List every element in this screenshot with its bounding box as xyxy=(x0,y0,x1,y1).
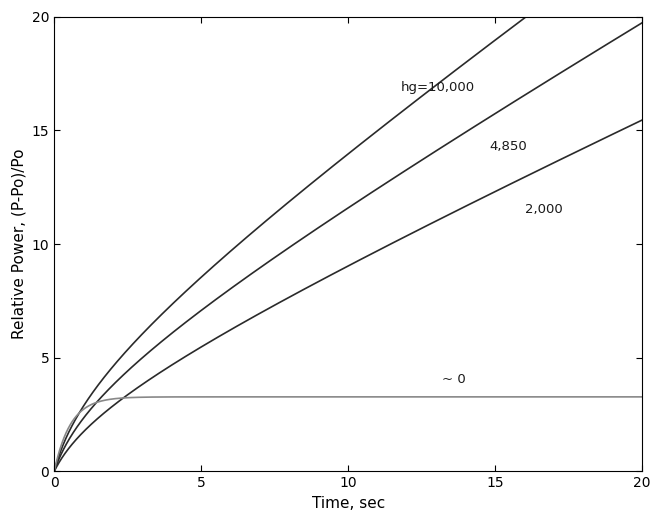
Text: 2,000: 2,000 xyxy=(524,204,562,217)
Text: 4,850: 4,850 xyxy=(489,140,527,153)
Y-axis label: Relative Power, (P-Po)/Po: Relative Power, (P-Po)/Po xyxy=(11,149,26,339)
Text: hg=10,000: hg=10,000 xyxy=(401,80,475,93)
Text: ~ 0: ~ 0 xyxy=(442,373,466,386)
X-axis label: Time, sec: Time, sec xyxy=(312,496,385,511)
